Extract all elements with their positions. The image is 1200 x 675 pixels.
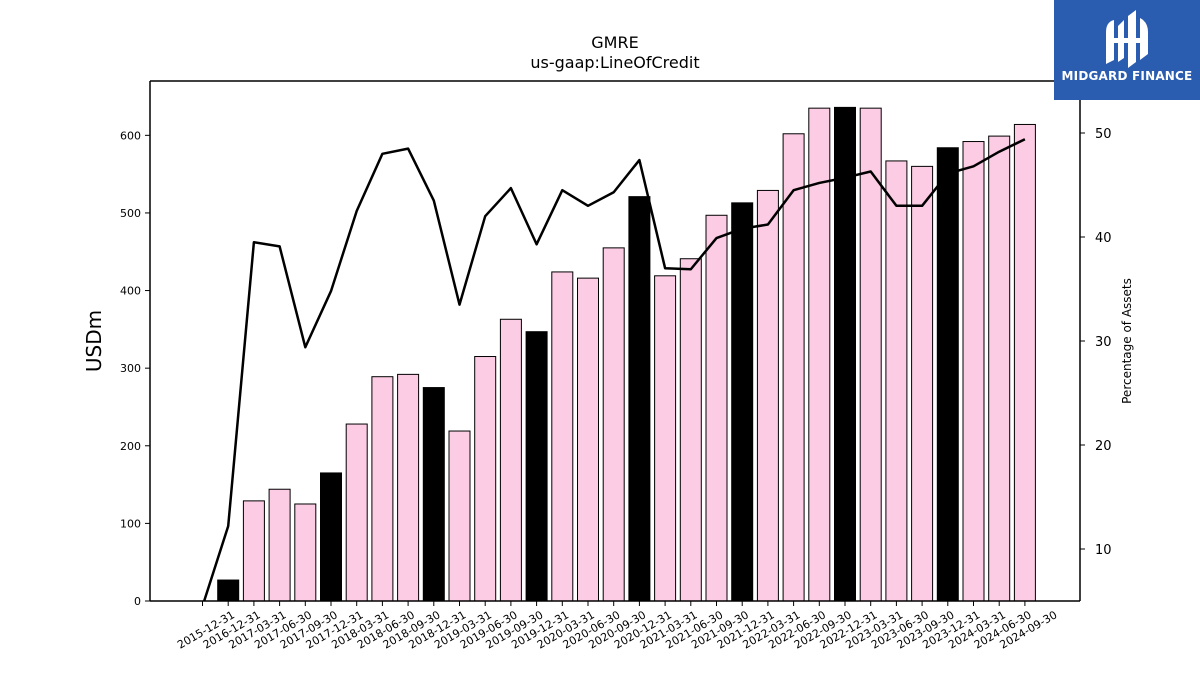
bar-2016-12-31 (217, 579, 240, 602)
y2-tick-label: 40 (1095, 231, 1112, 246)
bar-2017-03-31 (242, 500, 265, 602)
brand-logo: MIDGARD FINANCE (1054, 0, 1200, 100)
bar-2018-09-30 (397, 373, 420, 602)
bar-2017-12-31 (320, 472, 342, 602)
bar-2020-03-31 (551, 271, 574, 602)
y2-tick-label: 10 (1095, 543, 1112, 558)
bar-2023-12-31 (936, 147, 959, 602)
y-tick-label: 600 (120, 129, 141, 142)
y2-tick-label: 20 (1095, 439, 1112, 454)
bar-2018-03-31 (345, 423, 368, 602)
bar-2021-06-30 (679, 258, 702, 602)
bar-2019-12-31 (525, 331, 548, 602)
bar-2024-03-31 (962, 141, 985, 602)
y-tick-label: 0 (134, 595, 141, 608)
y2-tick-label: 50 (1095, 127, 1112, 142)
bar-2020-12-31 (628, 196, 651, 602)
chart-subtitle: us-gaap:LineOfCredit (530, 53, 699, 72)
logo-text: MIDGARD FINANCE (1061, 69, 1193, 83)
y-tick-label: 200 (120, 440, 141, 453)
bar-2021-12-31 (731, 202, 754, 602)
chart-title: GMRE (591, 33, 638, 52)
bar-2022-06-30 (782, 133, 805, 602)
y-tick-label: 100 (120, 517, 141, 530)
bar-2022-03-31 (756, 189, 779, 602)
bar-2018-06-30 (371, 376, 394, 602)
axes-group: 010020030040050060010203040502015-12-312… (120, 80, 1112, 652)
bar-2020-09-30 (602, 247, 625, 602)
bar-2018-12-31 (422, 387, 445, 602)
y2-axis-label: Percentage of Assets (1120, 278, 1134, 404)
bar-2020-06-30 (577, 277, 599, 602)
bar-2019-06-30 (474, 356, 497, 602)
bar-2023-06-30 (885, 160, 908, 602)
y-tick-label: 500 (120, 207, 141, 220)
y2-tick-label: 30 (1095, 335, 1112, 350)
bars-group (217, 106, 1036, 602)
bar-2022-12-31 (834, 106, 856, 602)
bar-2021-09-30 (705, 214, 728, 602)
logo-mark-icon (1106, 10, 1148, 68)
y-tick-label: 400 (120, 285, 141, 298)
y-tick-label: 300 (120, 362, 141, 375)
y-axis-label: USDm (82, 310, 106, 372)
bar-2019-09-30 (499, 318, 522, 602)
bar-2017-09-30 (294, 503, 317, 602)
line-group (202, 138, 1026, 601)
bar-2019-03-31 (448, 430, 471, 602)
bar-2024-09-30 (1013, 123, 1036, 602)
bar-2024-06-30 (988, 135, 1011, 602)
bar-2021-03-31 (654, 275, 677, 602)
bar-2017-06-30 (268, 488, 291, 602)
bar-2023-09-30 (911, 165, 934, 602)
line-series (202, 138, 1026, 601)
